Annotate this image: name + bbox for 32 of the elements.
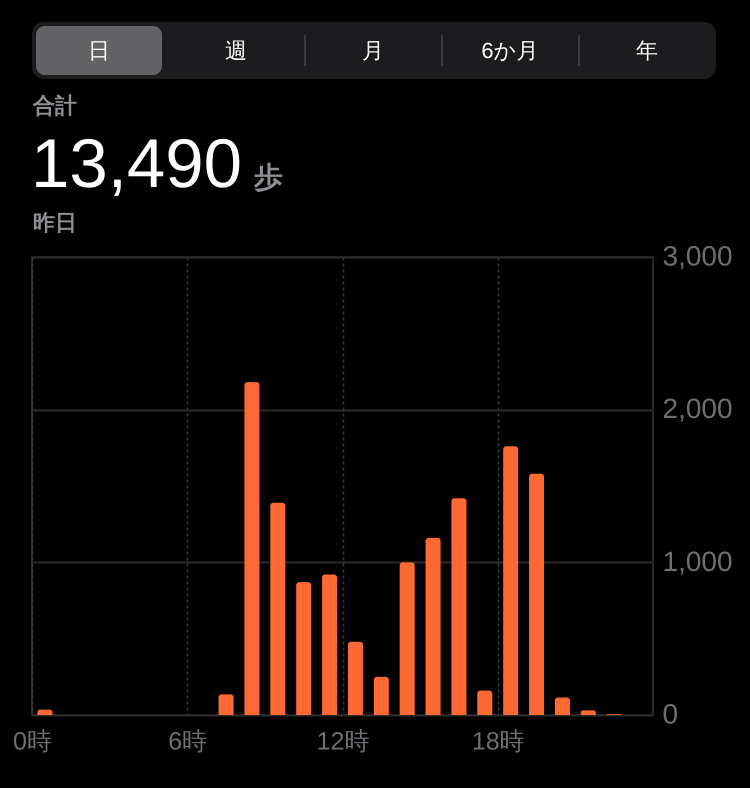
bar bbox=[270, 502, 286, 715]
y-tick-label: 2,000 bbox=[662, 393, 733, 424]
tab-label: 月 bbox=[361, 36, 385, 64]
bar bbox=[503, 446, 518, 715]
x-tick-label: 0時 bbox=[13, 728, 52, 756]
bar bbox=[529, 474, 544, 715]
bar bbox=[400, 562, 415, 715]
bar bbox=[37, 710, 52, 715]
bar bbox=[426, 538, 441, 715]
text: 合計 bbox=[33, 93, 77, 118]
bar bbox=[218, 694, 234, 715]
x-tick-label: 6時 bbox=[168, 728, 208, 756]
bar bbox=[580, 710, 596, 715]
chart-title: 13,490 歩 bbox=[31, 125, 284, 202]
y-tick-label: 1,000 bbox=[662, 546, 733, 577]
bar bbox=[348, 642, 363, 715]
tab-label: 年 bbox=[635, 36, 659, 64]
tab-label: 6か月 bbox=[480, 36, 540, 64]
bar bbox=[477, 690, 492, 715]
chart-subtitle: 昨日 bbox=[33, 210, 77, 235]
bar bbox=[244, 382, 260, 715]
bar bbox=[451, 498, 466, 715]
bar bbox=[296, 582, 312, 715]
tab-label: 週 bbox=[224, 36, 248, 64]
bar bbox=[374, 676, 389, 715]
y-tick-label: 3,000 bbox=[662, 240, 733, 272]
bar bbox=[554, 697, 570, 715]
x-tick-label: 12時 bbox=[316, 728, 370, 756]
y-tick-label: 0 bbox=[662, 698, 678, 730]
bar bbox=[322, 574, 338, 715]
x-tick-label: 18時 bbox=[472, 728, 525, 756]
selected-tab: 日 bbox=[36, 26, 162, 75]
